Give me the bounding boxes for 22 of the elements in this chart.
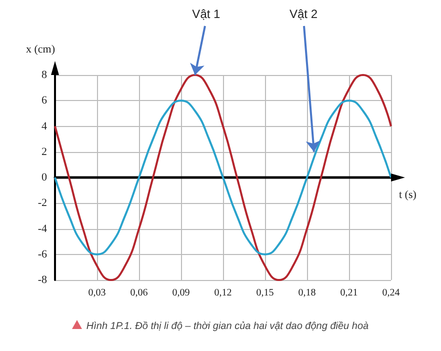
y-tick-label: 4 — [42, 120, 48, 132]
y-tick-label: 0 — [42, 172, 48, 184]
y-tick-label: -2 — [38, 197, 47, 210]
x-tick-label: 0,03 — [88, 288, 106, 298]
y-tick-label: 6 — [42, 94, 48, 107]
y-tick-label: 8 — [42, 69, 48, 81]
x-tick-label: 0,18 — [298, 288, 316, 298]
x-tick-label: 0,21 — [340, 288, 358, 298]
x-tick-label: 0,24 — [382, 288, 400, 298]
x-tick-label: 0,09 — [172, 288, 190, 298]
y-tick-label: -8 — [38, 274, 48, 286]
x-tick-label: 0,06 — [130, 288, 148, 298]
text: Hình 1P.1. Đồ thị li độ – thời gian của hai vật dao động điều hoà — [86, 321, 369, 332]
x-axis-title: t (s) — [399, 189, 417, 201]
annotation: Vật 1 — [192, 7, 221, 22]
y-tick-label: 2 — [42, 146, 47, 158]
x-tick-label: 0,12 — [214, 288, 232, 298]
y-tick-label: -6 — [38, 248, 48, 260]
x-tick-label: 0,15 — [256, 288, 274, 298]
y-tick-label: -4 — [38, 222, 48, 235]
annotation: Vật 2 — [290, 7, 318, 22]
y-axis-title: x (cm) — [26, 44, 56, 56]
